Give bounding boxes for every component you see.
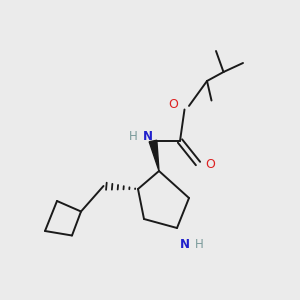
Text: H: H (129, 130, 138, 143)
Polygon shape (149, 140, 159, 171)
Text: N: N (179, 238, 190, 251)
Text: O: O (205, 158, 215, 172)
Text: N: N (142, 130, 153, 143)
Text: H: H (195, 238, 204, 251)
Text: O: O (168, 98, 178, 112)
